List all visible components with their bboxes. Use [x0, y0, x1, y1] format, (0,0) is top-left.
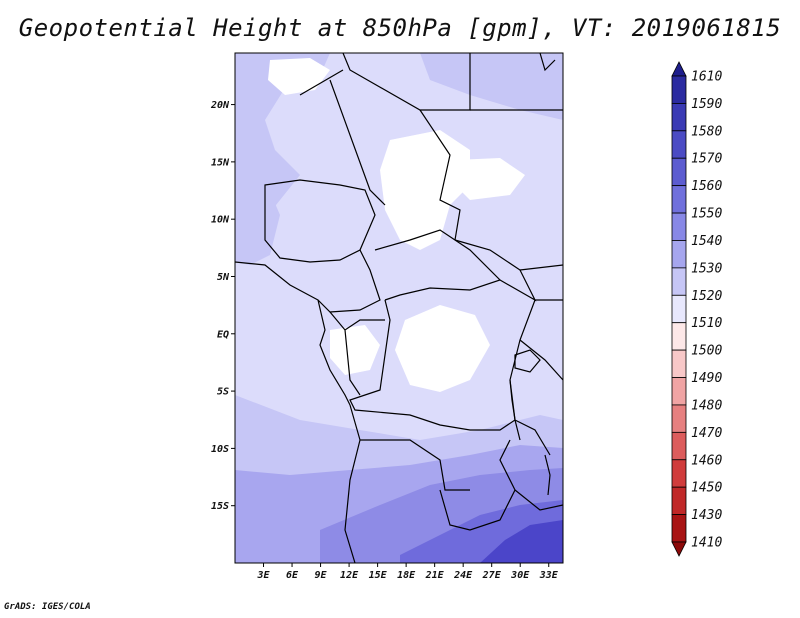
colorbar-swatch: [671, 322, 687, 351]
colorbar-swatch: [671, 103, 687, 132]
credit-text: GrADS: IGES/COLA: [4, 602, 91, 612]
colorbar-label: 1430: [691, 508, 722, 523]
colorbar-label: 1570: [691, 152, 722, 167]
colorbar-label: 1460: [691, 453, 722, 468]
colorbar-swatch: [671, 294, 687, 324]
colorbar-top-arrow: [671, 61, 687, 77]
colorbar-swatch: [671, 267, 687, 296]
colorbar-swatch: [671, 514, 687, 543]
border-zambia: [439, 439, 516, 531]
colorbar-swatch: [671, 157, 687, 187]
colorbar-label: 1510: [691, 316, 722, 331]
country-borders: [235, 53, 563, 563]
colorbar-bottom-arrow: [671, 541, 687, 557]
lon-tick-label: 15E: [369, 570, 388, 581]
colorbar: 1610 1590 1580 1570 1560 1550 1540 1530 1520 1510…: [671, 61, 722, 557]
field-region-white-northeast: [455, 158, 525, 200]
height-field-layers: [235, 53, 563, 563]
chart-title: Geopotential Height at 850hPa [gpm], VT:…: [18, 14, 782, 42]
colorbar-swatch: [671, 212, 687, 241]
colorbar-label: 1410: [691, 536, 722, 551]
colorbar-label: 1480: [691, 398, 722, 413]
colorbar-label: 1580: [691, 124, 722, 139]
border-angola: [344, 404, 470, 563]
lon-tick-label: 3E: [256, 570, 270, 581]
border-chad-sudan: [419, 109, 461, 241]
lat-tick-label: 20N: [210, 100, 230, 111]
lon-tick-label: 21E: [425, 570, 445, 581]
lon-tick-label: 27E: [482, 570, 502, 581]
colorbar-label: 1590: [691, 97, 722, 112]
lon-tick-label: 12E: [340, 570, 359, 581]
lon-tick-label: 30E: [510, 570, 530, 581]
lat-tick-label: 15S: [211, 501, 229, 512]
colorbar-swatch: [671, 185, 687, 214]
lat-tick-label: EQ: [217, 329, 229, 340]
colorbar-label: 1520: [691, 289, 722, 304]
lake-victoria: [514, 349, 541, 373]
field-region-white-sahel: [380, 130, 470, 250]
lon-tick-label: 24E: [453, 570, 473, 581]
border-tanzania: [514, 339, 563, 456]
colorbar-swatch: [671, 431, 687, 461]
field-region-light-northeast: [420, 53, 563, 120]
colorbar-swatch: [671, 130, 687, 159]
colorbar-label: 1550: [691, 207, 722, 222]
field-region-deepest-southeast: [480, 520, 563, 563]
colorbar-swatch: [671, 240, 687, 269]
border-niger-chad: [299, 69, 386, 206]
colorbar-label: 1540: [691, 234, 722, 249]
lon-tick-label: 9E: [315, 570, 328, 581]
lake-malawi: [544, 454, 551, 496]
colorbar-label: 1490: [691, 371, 722, 386]
border-mozambique: [514, 489, 563, 511]
colorbar-label: 1500: [691, 344, 722, 359]
lon-tick-label: 33E: [539, 570, 559, 581]
lon-tick-label: 18E: [397, 570, 416, 581]
colorbar-label: 1470: [691, 426, 722, 441]
border-cameroon: [317, 249, 381, 313]
field-region-white-gabon: [330, 325, 380, 375]
border-congo-gabon: [329, 311, 385, 396]
colorbar-swatch: [671, 486, 687, 515]
lake-tanganyika: [509, 379, 521, 441]
colorbar-label: 1610: [691, 70, 722, 85]
lon-tick-label: 6E: [286, 570, 299, 581]
colorbar-label: 1530: [691, 261, 722, 276]
colorbar-swatch: [671, 75, 687, 104]
lat-tick-label: 10S: [211, 444, 229, 455]
field-region-light-west: [235, 170, 280, 265]
colorbar-swatch: [671, 459, 687, 488]
map-plot-area: [234, 52, 564, 564]
border-ethiopia: [519, 264, 563, 301]
lat-tick-label: 5N: [217, 272, 230, 283]
field-region-white-congo: [395, 305, 490, 392]
lat-tick-label: 10N: [211, 215, 230, 226]
longitude-axis: 3E 6E 9E 12E 15E 18E 21E 24E 27E 30E 33E: [256, 563, 559, 581]
colorbar-label: 1450: [691, 481, 722, 496]
latitude-axis: 20N 15N 10N 5N EQ 5S 10S 15S: [210, 100, 235, 512]
field-region-white-north: [268, 58, 330, 95]
colorbar-swatch: [671, 349, 687, 378]
colorbar-swatch: [671, 404, 687, 433]
coastline-red-sea: [539, 53, 556, 72]
map-frame: [234, 52, 564, 564]
lat-tick-label: 5S: [217, 387, 229, 398]
coastline-west: [235, 261, 351, 406]
lat-tick-label: 15N: [211, 157, 230, 168]
colorbar-label: 1560: [691, 179, 722, 194]
colorbar-swatch: [671, 377, 687, 406]
